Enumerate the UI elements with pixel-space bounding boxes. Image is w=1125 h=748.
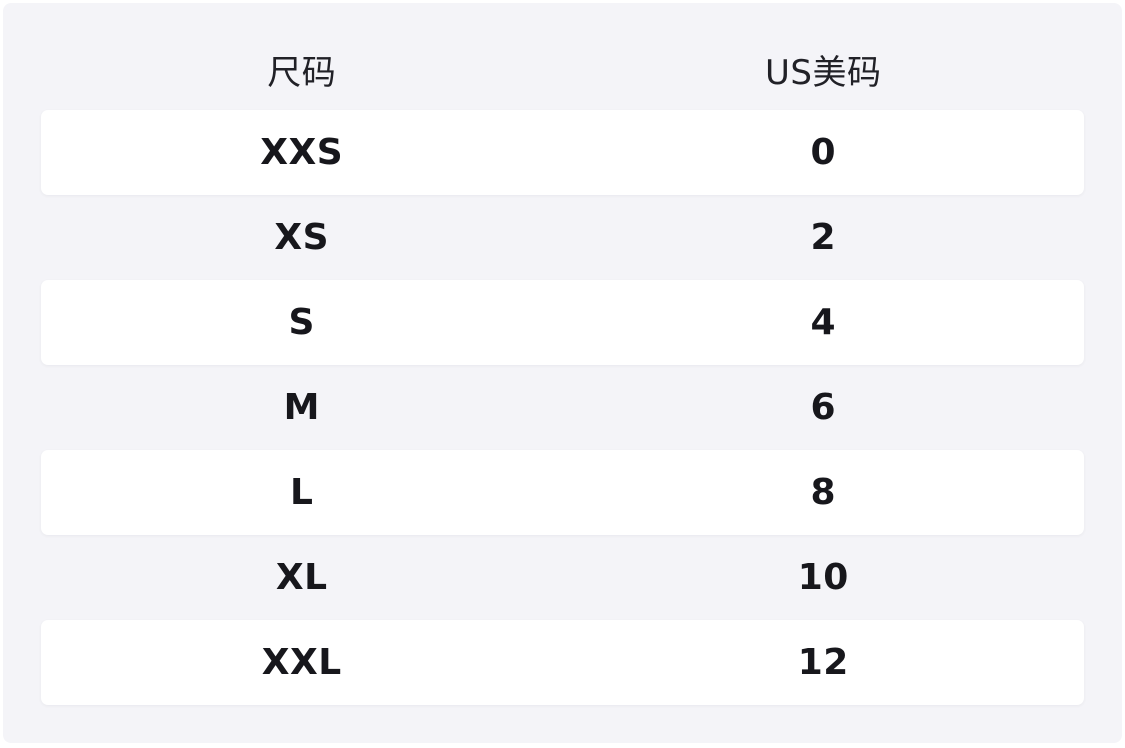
us-size-cell: 10: [797, 557, 849, 598]
table-row: XS 2: [41, 195, 1084, 280]
size-cell: L: [290, 472, 314, 513]
us-size-cell: 6: [810, 387, 837, 428]
size-cell: XXS: [260, 132, 344, 173]
us-size-cell: 0: [810, 132, 837, 173]
table-row: S 4: [41, 280, 1084, 365]
size-cell: XS: [274, 217, 330, 258]
table-row: XXS 0: [41, 110, 1084, 195]
column-header-us-size: US美码: [765, 52, 882, 93]
size-cell: XXL: [261, 642, 342, 683]
us-size-cell: 4: [810, 302, 837, 343]
us-size-cell: 8: [810, 472, 837, 513]
table-row: XL 10: [41, 535, 1084, 620]
table-header: 尺码 US美码: [41, 28, 1084, 110]
column-header-size: 尺码: [267, 52, 337, 93]
us-size-cell: 2: [810, 217, 837, 258]
size-cell: S: [288, 302, 315, 343]
size-chart-panel: 尺码 US美码 XXS 0 XS 2 S 4 M 6 L 8 XL 10 XXL…: [3, 3, 1122, 743]
table-row: XXL 12: [41, 620, 1084, 705]
us-size-cell: 12: [797, 642, 849, 683]
size-cell: XL: [275, 557, 328, 598]
size-cell: M: [283, 387, 320, 428]
table-row: M 6: [41, 365, 1084, 450]
table-row: L 8: [41, 450, 1084, 535]
